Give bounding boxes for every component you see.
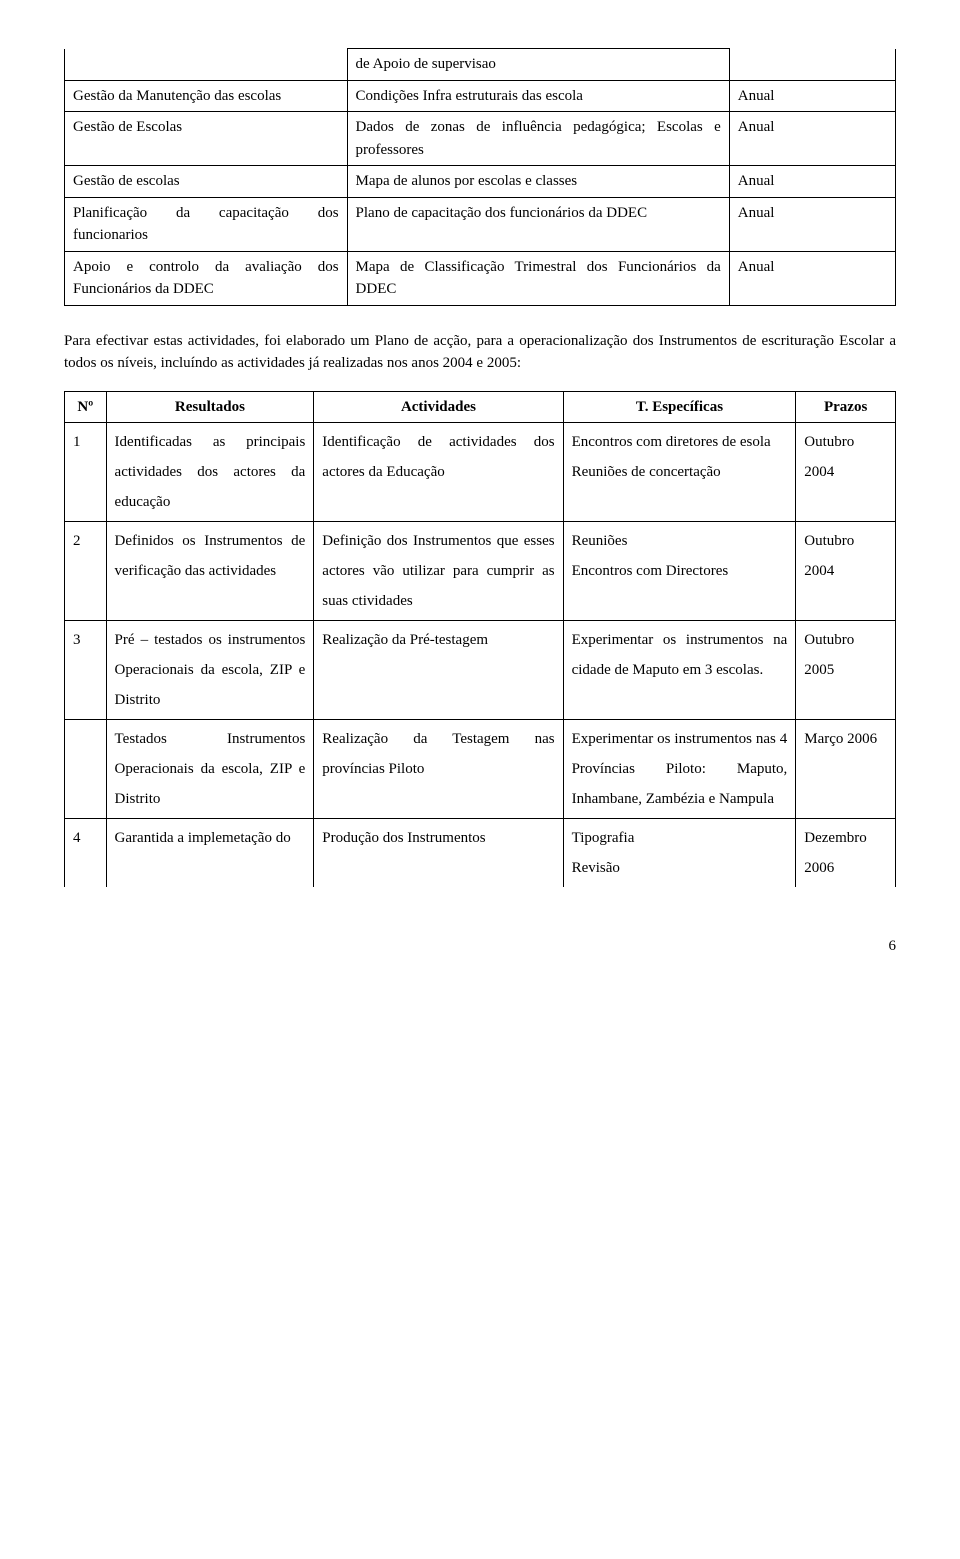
table-cell: Realização da Testagem nas províncias Pi… [314, 720, 563, 819]
table-cell: Gestão de Escolas [65, 112, 348, 166]
table-cell: Anual [729, 251, 895, 305]
page-number: 6 [64, 935, 896, 958]
table-header: Prazos [796, 391, 896, 423]
table-cell: Identificadas as principais actividades … [106, 423, 314, 522]
table-cell: Planificação da capacitação dos funciona… [65, 197, 348, 251]
table-cell: Dados de zonas de influência pedagógica;… [347, 112, 729, 166]
table-plan: NºResultadosActividadesT. EspecíficasPra… [64, 391, 896, 888]
table-cell: TipografiaRevisão [563, 819, 796, 888]
table-cell: Experimentar os instrumentos na cidade d… [563, 621, 796, 720]
table-cell: Outubro 2005 [796, 621, 896, 720]
table-header: T. Específicas [563, 391, 796, 423]
table-cell: Dezembro 2006 [796, 819, 896, 888]
table-cell: Produção dos Instrumentos [314, 819, 563, 888]
table-cell [65, 49, 348, 81]
table-cell: Outubro 2004 [796, 423, 896, 522]
table-cell: Encontros com diretores de esolaReuniões… [563, 423, 796, 522]
table-cell: de Apoio de supervisao [347, 49, 729, 81]
table-cell: Anual [729, 166, 895, 198]
table-cell: Pré – testados os instrumentos Operacion… [106, 621, 314, 720]
table-header: Nº [65, 391, 107, 423]
table-cell [729, 49, 895, 81]
table-cell: Definição dos Instrumentos que esses act… [314, 522, 563, 621]
table-cell: 2 [65, 522, 107, 621]
table-cell: Mapa de alunos por escolas e classes [347, 166, 729, 198]
table-cell: Condições Infra estruturais das escola [347, 80, 729, 112]
table-cell: Gestão da Manutenção das escolas [65, 80, 348, 112]
table-cell: Plano de capacitação dos funcionários da… [347, 197, 729, 251]
table-cell: Março 2006 [796, 720, 896, 819]
table-header: Resultados [106, 391, 314, 423]
table-cell: Mapa de Classificação Trimestral dos Fun… [347, 251, 729, 305]
table-cell: Gestão de escolas [65, 166, 348, 198]
table-cell: 3 [65, 621, 107, 720]
table-header: Actividades [314, 391, 563, 423]
table-cell: Anual [729, 80, 895, 112]
table-cell [65, 720, 107, 819]
table-cell: Experimentar os instrumentos nas 4 Proví… [563, 720, 796, 819]
table-cell: Testados Instrumentos Operacionais da es… [106, 720, 314, 819]
table-cell: Outubro 2004 [796, 522, 896, 621]
table-cell: Realização da Pré-testagem [314, 621, 563, 720]
table-cell: Garantida a implemetação do [106, 819, 314, 888]
intro-paragraph: Para efectivar estas actividades, foi el… [64, 330, 896, 375]
table-cell: 4 [65, 819, 107, 888]
table-cell: Anual [729, 112, 895, 166]
table-management: de Apoio de supervisaoGestão da Manutenç… [64, 48, 896, 306]
table-cell: 1 [65, 423, 107, 522]
table-cell: Identificação de actividades dos actores… [314, 423, 563, 522]
table-cell: Anual [729, 197, 895, 251]
table-cell: Definidos os Instrumentos de verificação… [106, 522, 314, 621]
table-cell: Apoio e controlo da avaliação dos Funcio… [65, 251, 348, 305]
table-cell: ReuniõesEncontros com Directores [563, 522, 796, 621]
